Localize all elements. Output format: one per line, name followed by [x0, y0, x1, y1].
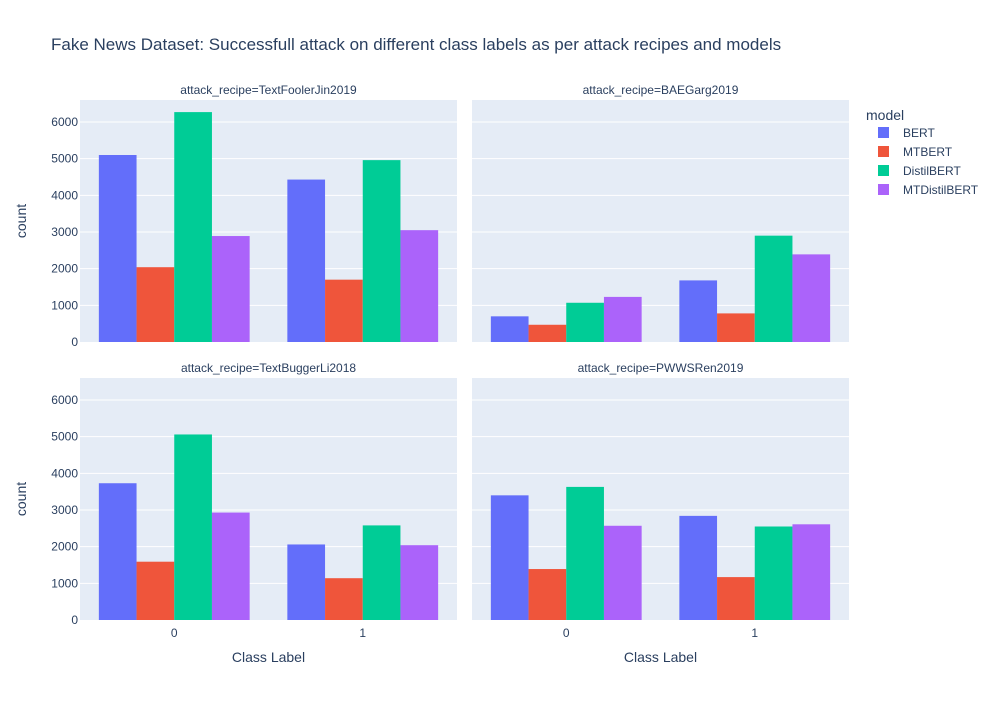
- legend-swatch: [878, 184, 889, 195]
- bar-DistilBERT-class-0[interactable]: [566, 486, 604, 620]
- x-axis-title: Class Label: [232, 649, 305, 665]
- bar-MTBERT-class-0[interactable]: [528, 324, 567, 342]
- bar-BERT-class-0[interactable]: [490, 316, 529, 342]
- bar-MTBERT-class-0[interactable]: [136, 267, 175, 342]
- legend-swatch: [878, 146, 889, 157]
- bar-MTBERT-class-1[interactable]: [325, 578, 363, 620]
- bar-BERT-class-0[interactable]: [98, 155, 137, 342]
- legend-title: model: [866, 107, 904, 123]
- panel-1: attack_recipe=BAEGarg2019: [472, 83, 849, 342]
- bar-MTDistilBERT-class-0[interactable]: [603, 525, 642, 620]
- y-tick-label: 3000: [51, 225, 78, 239]
- bar-MTBERT-class-0[interactable]: [136, 561, 175, 620]
- bar-MTBERT-class-1[interactable]: [325, 279, 363, 342]
- y-tick-label: 1000: [51, 576, 78, 590]
- panel-3: attack_recipe=PWWSRen2019 0 1 Class Label: [472, 361, 849, 665]
- bar-DistilBERT-class-1[interactable]: [362, 525, 401, 620]
- x-tick-label: 1: [751, 626, 758, 640]
- legend[interactable]: model BERT MTBERT DistilBERT MTDistilBERT: [866, 107, 979, 197]
- y-tick-label: 3000: [51, 503, 78, 517]
- chart-title: Fake News Dataset: Successfull attack on…: [51, 35, 781, 54]
- y-tick-label: 6000: [51, 393, 78, 407]
- y-axis-title: count: [13, 204, 29, 238]
- legend-item-MTBERT[interactable]: MTBERT: [878, 145, 953, 159]
- y-axis-title: count: [13, 482, 29, 516]
- y-tick-label: 2000: [51, 540, 78, 554]
- y-tick-label: 4000: [51, 466, 78, 480]
- y-tick-label: 5000: [51, 430, 78, 444]
- panel-subtitle: attack_recipe=TextFoolerJin2019: [180, 83, 357, 97]
- legend-label: DistilBERT: [903, 164, 961, 178]
- legend-label: BERT: [903, 126, 935, 140]
- legend-item-DistilBERT[interactable]: DistilBERT: [878, 164, 961, 178]
- y-tick-label: 5000: [51, 152, 78, 166]
- panel-subtitle: attack_recipe=BAEGarg2019: [583, 83, 739, 97]
- bar-BERT-class-0[interactable]: [98, 483, 137, 620]
- panel-2: attack_recipe=TextBuggerLi2018 0 1000 2000 3…: [13, 361, 457, 665]
- panel-0: attack_recipe=TextFoolerJin2019 0 1000 2000…: [13, 83, 457, 349]
- y-tick-label: 0: [71, 613, 78, 627]
- x-tick-label: 0: [171, 626, 178, 640]
- y-tick-label: 2000: [51, 262, 78, 276]
- bar-MTBERT-class-1[interactable]: [717, 313, 755, 342]
- x-axis-title: Class Label: [624, 649, 697, 665]
- y-tick-label: 0: [71, 335, 78, 349]
- bar-DistilBERT-class-0[interactable]: [174, 112, 212, 342]
- panels-layer: attack_recipe=TextFoolerJin2019010002000…: [13, 83, 849, 665]
- bar-MTBERT-class-1[interactable]: [717, 577, 755, 620]
- bar-DistilBERT-class-1[interactable]: [754, 526, 793, 621]
- bar-MTDistilBERT-class-1[interactable]: [400, 230, 439, 342]
- bar-BERT-class-0[interactable]: [490, 495, 529, 620]
- bar-MTDistilBERT-class-0[interactable]: [603, 296, 642, 342]
- bar-MTDistilBERT-class-0[interactable]: [211, 236, 250, 342]
- bar-BERT-class-1[interactable]: [287, 179, 326, 342]
- bar-DistilBERT-class-0[interactable]: [566, 302, 604, 342]
- bar-MTDistilBERT-class-0[interactable]: [211, 512, 250, 620]
- panel-subtitle: attack_recipe=TextBuggerLi2018: [181, 361, 356, 375]
- legend-item-BERT[interactable]: BERT: [878, 126, 935, 140]
- bar-DistilBERT-class-1[interactable]: [362, 160, 401, 342]
- legend-item-MTDistilBERT[interactable]: MTDistilBERT: [878, 183, 979, 197]
- legend-label: MTBERT: [903, 145, 953, 159]
- legend-swatch: [878, 127, 889, 138]
- bar-MTDistilBERT-class-1[interactable]: [792, 524, 831, 620]
- y-tick-label: 4000: [51, 188, 78, 202]
- bar-BERT-class-1[interactable]: [679, 515, 718, 620]
- y-tick-label: 1000: [51, 298, 78, 312]
- bar-MTBERT-class-0[interactable]: [528, 569, 567, 620]
- bar-MTDistilBERT-class-1[interactable]: [792, 254, 831, 342]
- bar-BERT-class-1[interactable]: [679, 280, 718, 342]
- bar-MTDistilBERT-class-1[interactable]: [400, 545, 439, 620]
- x-tick-label: 1: [359, 626, 366, 640]
- y-tick-label: 6000: [51, 115, 78, 129]
- legend-label: MTDistilBERT: [903, 183, 979, 197]
- legend-swatch: [878, 165, 889, 176]
- bar-DistilBERT-class-1[interactable]: [754, 235, 793, 342]
- panel-subtitle: attack_recipe=PWWSRen2019: [578, 361, 744, 375]
- bar-BERT-class-1[interactable]: [287, 544, 326, 620]
- x-tick-label: 0: [563, 626, 570, 640]
- bar-DistilBERT-class-0[interactable]: [174, 434, 212, 620]
